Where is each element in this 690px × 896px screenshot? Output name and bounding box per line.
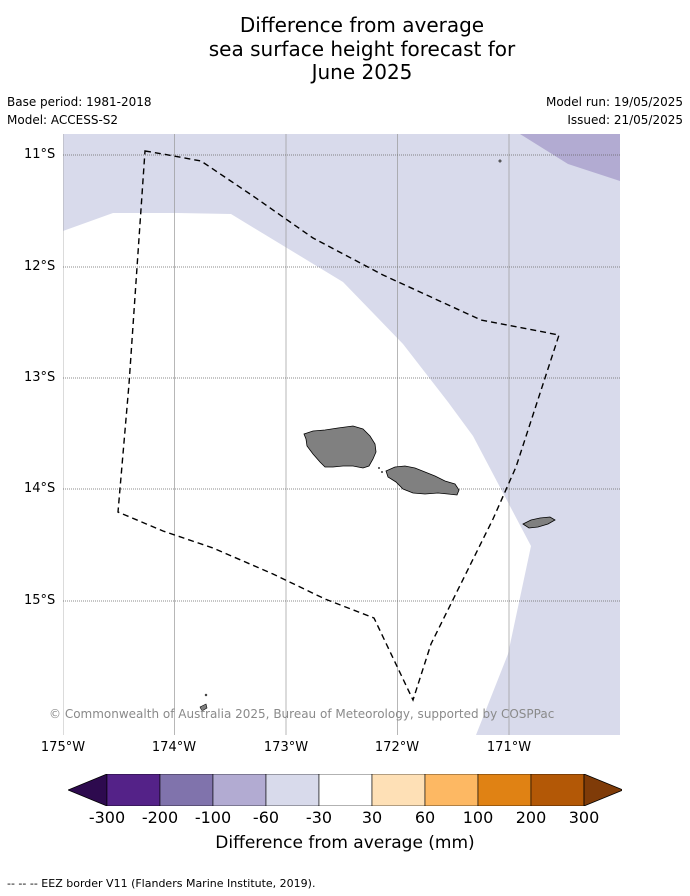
colorbar-segment [106,773,161,807]
map-title: Difference from average sea surface heig… [0,13,690,85]
manono-islet [381,471,383,473]
colorbar-tick-label: 100 [462,808,494,827]
model-run-text: Model run: 19/05/2025 [545,95,683,109]
colorbar-segment [265,773,320,807]
colorbar-segment [477,773,532,807]
colorbar-tick-label: -30 [305,808,333,827]
colorbar-segment [212,773,267,807]
lat-label-14s: 14°S [24,481,56,496]
eez-border-line [117,150,560,702]
colorbar-arrow-low [66,773,108,807]
model-text: Model: ACCESS-S2 [7,113,119,127]
colorbar-arrow-high [583,773,625,807]
longitude-gridlines [62,134,510,735]
upolu-island [385,465,460,496]
lon-label-174w: 174°W [151,740,197,755]
colorbar-tick-label: 60 [414,808,436,827]
colorbar-segment [371,773,426,807]
ocean-negative-medium-region [520,134,620,181]
lat-label-13s: 13°S [24,370,56,385]
colorbar [66,773,625,807]
title-line-2: sea surface height forecast for [208,36,516,61]
colorbar-segment [424,773,479,807]
base-period-text: Base period: 1981-2018 [7,95,152,109]
lat-label-15s: 15°S [24,593,56,608]
colorbar-tick-label: -60 [252,808,280,827]
issued-text: Issued: 21/05/2025 [567,113,683,127]
colorbar-tick-label: 30 [361,808,383,827]
colorbar-segment [318,773,373,807]
tutuila-island [522,516,556,529]
colorbar-segment [159,773,214,807]
lat-label-12s: 12°S [24,259,56,274]
savaii-island [303,425,377,469]
title-line-1: Difference from average [239,13,485,37]
swains-islet [498,159,502,163]
latitude-gridlines [63,154,620,602]
colorbar-tick-label: -300 [88,808,126,827]
southern-islet [199,703,208,712]
ocean-negative-light-region [63,134,620,735]
colorbar-tick-label: -100 [194,808,232,827]
lon-label-172w: 172°W [374,740,420,755]
lon-label-173w: 173°W [263,740,309,755]
colorbar-tick-label: -200 [141,808,179,827]
eez-legend-note: -- -- -- EEZ border V11 (Flanders Marine… [7,877,316,890]
colorbar-graphic [66,773,625,807]
title-line-3: June 2025 [311,60,413,84]
colorbar-segment [530,773,585,807]
southern-islet-2 [204,693,208,697]
colorbar-tick-label: 300 [568,808,600,827]
lon-label-171w: 171°W [486,740,532,755]
copyright-credit: © Commonwealth of Australia 2025, Bureau… [49,707,555,721]
colorbar-tick-label: 200 [515,808,547,827]
map-canvas [62,134,620,735]
apolima-islet [378,467,380,469]
lon-label-175w: 175°W [40,740,86,755]
lat-label-11s: 11°S [24,147,56,162]
map-panel [62,134,620,735]
colorbar-title: Difference from average (mm) [215,833,475,853]
